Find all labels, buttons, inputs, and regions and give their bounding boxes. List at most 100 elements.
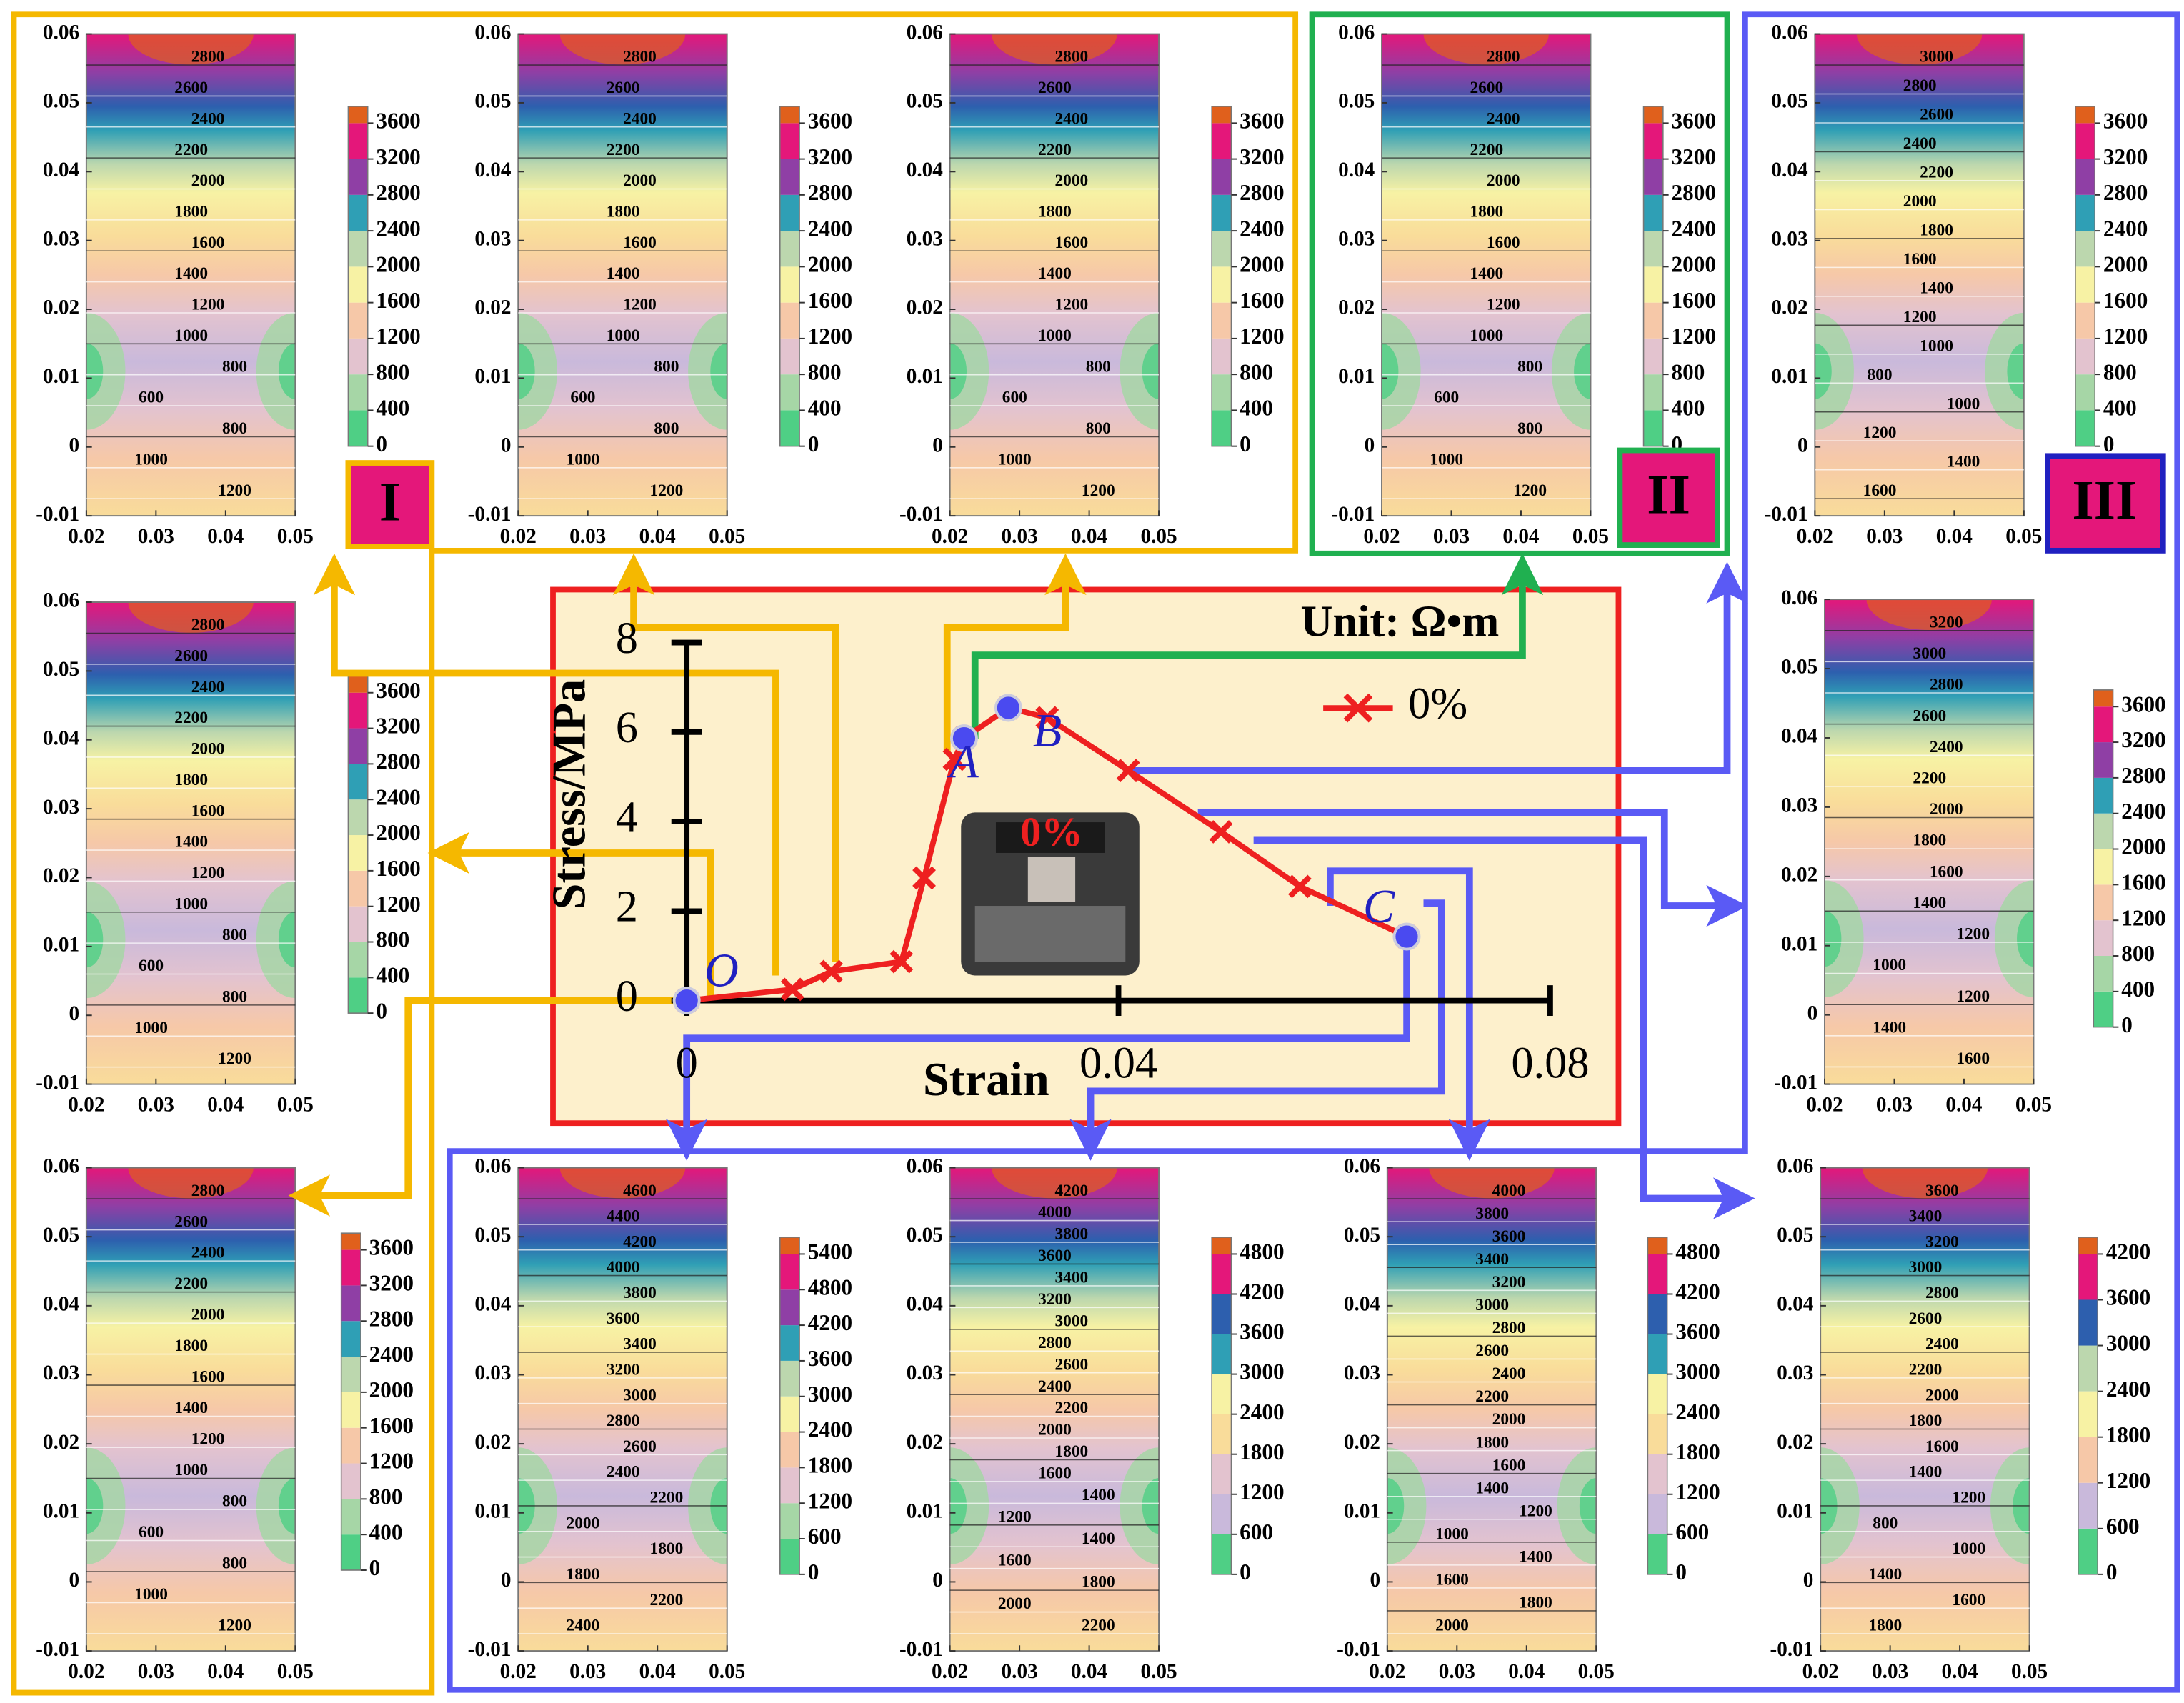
contour-label: 1800 <box>567 1565 600 1584</box>
colorbar-tick-label: 1200 <box>376 892 420 917</box>
x-tick-label: 0.05 <box>1572 525 1609 548</box>
colorbar-cap <box>1212 106 1232 124</box>
y-tick-label: 0.01 <box>1338 365 1375 388</box>
y-tick-label: 0.02 <box>1344 1431 1380 1454</box>
y-tick-label: 0.04 <box>474 1293 512 1316</box>
x-tick-label: 0.04 <box>639 1660 677 1683</box>
contour-label: 800 <box>654 357 679 376</box>
contour-label: 800 <box>222 988 247 1007</box>
colorbar-tick-label: 2800 <box>369 1306 414 1331</box>
y-tick-label: 0.03 <box>474 227 511 250</box>
contour-label: 2200 <box>1054 1399 1088 1417</box>
field <box>1824 599 2034 1084</box>
field-fill <box>1387 1167 1597 1652</box>
field-fill <box>86 1167 296 1652</box>
y-tick-label: -0.01 <box>468 503 512 526</box>
contour-label: 1200 <box>1054 296 1088 314</box>
colorbar-tick-label: 2000 <box>369 1377 414 1402</box>
colorbar-tick-label: 800 <box>369 1484 403 1509</box>
arrow <box>612 553 839 962</box>
y-tick-label: 0.06 <box>43 589 79 612</box>
colorbar-tick-label: 2000 <box>2121 834 2165 859</box>
contour-label: 1800 <box>1038 203 1072 221</box>
colorbar-segment <box>348 799 368 836</box>
x-tick-label: 0 <box>676 1039 698 1088</box>
region-label: II <box>1647 464 1690 526</box>
contour-panel: 0.02 0.03 0.04 0.05 -0.01 0 0.01 0.02 0.03 0.04 0.… <box>36 589 421 1117</box>
contour-label: 1400 <box>1947 452 1980 471</box>
plot-frame <box>1386 1167 1597 1652</box>
colorbar-tick-label: 0 <box>376 998 387 1023</box>
y-tick-label: 4 <box>616 792 638 841</box>
colorbar-frame <box>2093 689 2114 1028</box>
y-tick-label: 0.04 <box>1771 159 1808 181</box>
contour-label: 1800 <box>174 203 208 221</box>
field-spot <box>1557 1447 1597 1564</box>
contour-label: 1800 <box>1054 1442 1088 1461</box>
y-tick-label: 0.02 <box>43 864 79 887</box>
contour-label: 1400 <box>1519 1547 1552 1566</box>
x-tick-label: 0.05 <box>1140 525 1177 548</box>
contour-panel: 0.02 0.03 0.04 0.05 -0.01 0 0.01 0.02 0.03 0.04 0.… <box>36 1154 414 1683</box>
colorbar-tick-label: 1600 <box>376 288 420 313</box>
y-tick-label: 0.04 <box>907 1293 944 1316</box>
contour-label: 1200 <box>1513 481 1547 500</box>
field-spot <box>1120 1447 1160 1564</box>
contour-label: 2600 <box>1038 79 1072 97</box>
colorbar-segment <box>1647 1294 1667 1334</box>
y-tick-label: 0 <box>616 972 638 1021</box>
colorbar-segment <box>2093 884 2113 921</box>
y-tick-label: 0.01 <box>1777 1499 1813 1522</box>
field-spot <box>256 1447 296 1564</box>
contour-label: 1000 <box>567 450 600 469</box>
contour-label: 1600 <box>1903 250 1937 269</box>
contour-label: 1800 <box>1475 1433 1509 1452</box>
colorbar-tick-label: 4200 <box>1240 1279 1284 1304</box>
contour-label: 2400 <box>1903 134 1937 153</box>
colorbar-tick-label: 0 <box>1240 431 1251 456</box>
colorbar-tick-label: 1800 <box>808 1453 852 1478</box>
colorbar-tick-label: 1600 <box>2121 870 2165 895</box>
colorbar-tick-label: 2400 <box>808 216 852 241</box>
field-spot <box>2007 343 2024 399</box>
contour-label: 3000 <box>1475 1296 1509 1314</box>
colorbar-tick-label: 3200 <box>376 714 420 739</box>
contour-label: 600 <box>139 1523 164 1542</box>
contour-label: 3400 <box>1909 1207 1943 1226</box>
colorbar-tick-label: 0 <box>2121 1012 2133 1037</box>
y-tick-label: -0.01 <box>899 1638 943 1661</box>
contour-label: 1400 <box>1470 264 1503 283</box>
field-cap <box>128 602 254 633</box>
contour-label: 1200 <box>1863 424 1897 442</box>
plot-frame <box>517 33 728 517</box>
contour-label: 1400 <box>1868 1565 1902 1584</box>
contour-label: 2200 <box>174 1274 208 1293</box>
colorbar-tick-label: 4200 <box>1675 1279 1720 1304</box>
y-tick-label: 0 <box>1797 434 1808 456</box>
contour-label: 1400 <box>607 264 640 283</box>
colorbar-segment <box>2078 1299 2098 1346</box>
contour-label: 4200 <box>1054 1182 1088 1200</box>
colorbar-cap <box>348 106 368 124</box>
colorbar-segment <box>779 194 800 231</box>
cross-marker <box>1035 706 1059 730</box>
contour-label: 2200 <box>1082 1617 1115 1635</box>
contour-label: 3800 <box>623 1284 657 1302</box>
contour-label: 2800 <box>1930 676 1963 694</box>
colorbar-segment <box>348 906 368 942</box>
colorbar-segment <box>2093 991 2113 1027</box>
colorbar-frame <box>1211 1237 1232 1575</box>
colorbar-tick-label: 1200 <box>2121 905 2165 930</box>
contour-label: 2800 <box>607 1412 640 1430</box>
contour-label: 1400 <box>1920 279 1953 297</box>
contour-label: 2600 <box>1054 1355 1088 1374</box>
region-box <box>345 460 435 549</box>
colorbar-tick-label: 1200 <box>808 324 852 349</box>
contour-label: 3400 <box>623 1335 657 1354</box>
contour-label: 600 <box>139 389 164 407</box>
colorbar-segment <box>348 410 368 446</box>
contour-label: 1600 <box>623 234 657 252</box>
field-spot <box>86 1447 126 1564</box>
contour-label: 2600 <box>174 646 208 665</box>
plot-frame <box>1824 599 2035 1085</box>
